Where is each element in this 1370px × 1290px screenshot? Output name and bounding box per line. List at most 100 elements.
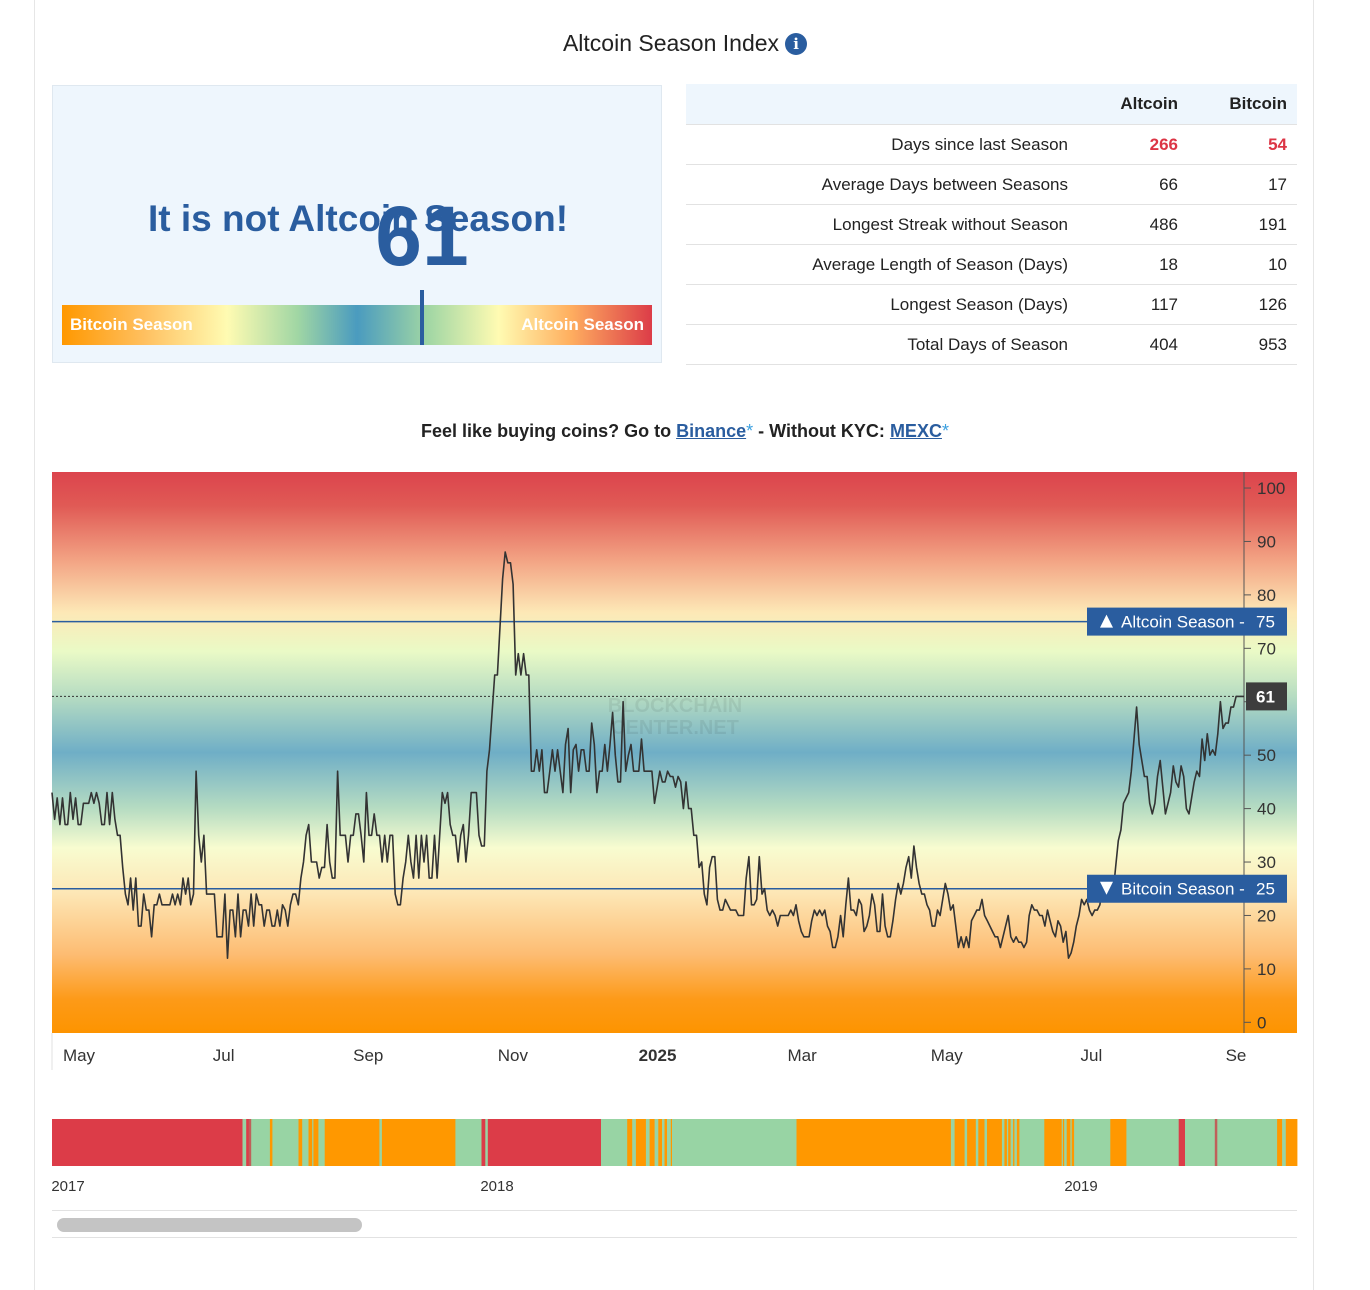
- gauge-marker: [419, 290, 424, 345]
- season-segment: [987, 1119, 1003, 1166]
- navigator-tick-label: 2018: [480, 1178, 513, 1195]
- reference-badge-value: 25: [1256, 880, 1275, 899]
- chart-background: [52, 472, 1297, 1033]
- season-segment: [1016, 1119, 1020, 1166]
- stats-bitcoin-value: 17: [1188, 164, 1297, 205]
- season-status-headline: It is not Altcoin Season!: [147, 198, 569, 239]
- page-title-text: Altcoin Season Index: [562, 30, 780, 56]
- season-segment: [313, 1119, 319, 1166]
- season-segment: [1277, 1119, 1283, 1166]
- season-segment: [662, 1119, 665, 1166]
- season-segment: [1126, 1119, 1180, 1166]
- promo-prefix: Feel like buying coins? Go to: [421, 421, 677, 441]
- season-segment: [298, 1119, 303, 1166]
- season-segment: [1185, 1119, 1216, 1166]
- reference-badge-label: Altcoin Season -: [1121, 613, 1245, 632]
- mexc-asterisk: *: [941, 421, 949, 441]
- stats-row-label: Average Days between Seasons: [686, 164, 1078, 205]
- down-arrow-icon: [1100, 881, 1113, 895]
- index-series-line[interactable]: [51, 551, 1244, 959]
- y-tick-label: 50: [1257, 746, 1276, 765]
- season-segment: [654, 1119, 659, 1166]
- stats-row-label: Longest Season (Days): [686, 284, 1078, 325]
- season-segment: [1006, 1119, 1009, 1166]
- season-segment: [455, 1119, 482, 1166]
- season-segment: [52, 1119, 243, 1166]
- season-segment: [601, 1119, 628, 1166]
- y-tick-label: 10: [1257, 960, 1276, 979]
- season-gauge: Bitcoin Season Altcoin Season: [62, 290, 652, 345]
- index-value: 61: [375, 189, 469, 283]
- navigator-tick-label: 2019: [1064, 1178, 1097, 1195]
- table-row: Total Days of Season 404 953: [686, 324, 1297, 365]
- stats-altcoin-value: 66: [1078, 164, 1188, 205]
- season-segment: [1066, 1119, 1071, 1166]
- season-segment: [635, 1119, 647, 1166]
- x-tick-label: Nov: [498, 1046, 529, 1065]
- season-segment: [324, 1119, 380, 1166]
- stats-bitcoin-value: 10: [1188, 244, 1297, 285]
- season-segment: [978, 1119, 985, 1166]
- season-segment: [487, 1119, 602, 1166]
- season-segment: [796, 1119, 952, 1166]
- season-segment: [645, 1119, 650, 1166]
- stats-header-bitcoin: Bitcoin: [1188, 84, 1297, 125]
- binance-asterisk: *: [746, 421, 754, 441]
- season-segment: [667, 1119, 672, 1166]
- reference-badge: [1087, 874, 1287, 903]
- season-segment: [1071, 1119, 1075, 1166]
- navigator-tick-label: 2017: [51, 1178, 84, 1195]
- gauge-altcoin-label: Altcoin Season: [521, 315, 644, 334]
- reference-badge-label: Bitcoin Season -: [1121, 880, 1245, 899]
- season-segment: [379, 1119, 383, 1166]
- season-segment: [1282, 1119, 1287, 1166]
- season-segment: [1013, 1119, 1015, 1166]
- stats-row-label: Total Days of Season: [686, 324, 1078, 365]
- info-icon[interactable]: i: [785, 33, 808, 55]
- season-segment: [481, 1119, 486, 1166]
- stats-header-row: Altcoin Bitcoin: [686, 84, 1297, 125]
- season-segment: [318, 1119, 325, 1166]
- stats-bitcoin-value: 953: [1188, 324, 1297, 365]
- season-segment: [664, 1119, 668, 1166]
- season-segment: [1074, 1119, 1111, 1166]
- binance-link[interactable]: Binance: [676, 421, 747, 441]
- up-arrow-icon: [1100, 614, 1113, 628]
- x-tick-label: May: [931, 1046, 964, 1065]
- season-segment: [1044, 1119, 1063, 1166]
- horizontal-scrollbar[interactable]: [52, 1210, 1297, 1238]
- stats-bitcoin-value: 54: [1188, 124, 1297, 165]
- y-tick-label: 70: [1257, 639, 1276, 658]
- season-segment: [248, 1119, 252, 1166]
- x-axis: May Jul Sep Nov 2025 Mar May Jul Se: [63, 1046, 1246, 1065]
- season-segment: [1064, 1119, 1068, 1166]
- stats-altcoin-value: 404: [1078, 324, 1188, 365]
- x-tick-label: May: [63, 1046, 96, 1065]
- season-segment: [967, 1119, 977, 1166]
- scrollbar-thumb[interactable]: [57, 1218, 362, 1232]
- stats-altcoin-value: 266: [1078, 124, 1188, 165]
- season-segment: [302, 1119, 309, 1166]
- stats-altcoin-value: 18: [1078, 244, 1188, 285]
- page-frame: [34, 0, 1314, 1290]
- season-segment: [1110, 1119, 1127, 1166]
- x-tick-label: Mar: [787, 1046, 817, 1065]
- y-tick-label: 100: [1257, 479, 1285, 498]
- x-tick-label: Jul: [213, 1046, 235, 1065]
- mexc-link[interactable]: MEXC: [889, 421, 942, 441]
- table-row: Longest Season (Days) 117 126: [686, 284, 1297, 325]
- season-segment: [1214, 1119, 1218, 1166]
- stats-altcoin-value: 117: [1078, 284, 1188, 325]
- season-segment: [1217, 1119, 1278, 1166]
- season-segment: [1178, 1119, 1186, 1166]
- y-axis: 0102030405060708090100: [1243, 472, 1285, 1033]
- season-segment: [269, 1119, 273, 1166]
- season-segment: [312, 1119, 314, 1166]
- table-row: Days since last Season 266 54: [686, 124, 1297, 165]
- reference-badge: [1087, 607, 1287, 636]
- history-navigator[interactable]: [52, 1119, 1298, 1166]
- y-tick-label: 40: [1257, 800, 1276, 819]
- stats-altcoin-value: 486: [1078, 204, 1188, 245]
- season-segment: [954, 1119, 965, 1166]
